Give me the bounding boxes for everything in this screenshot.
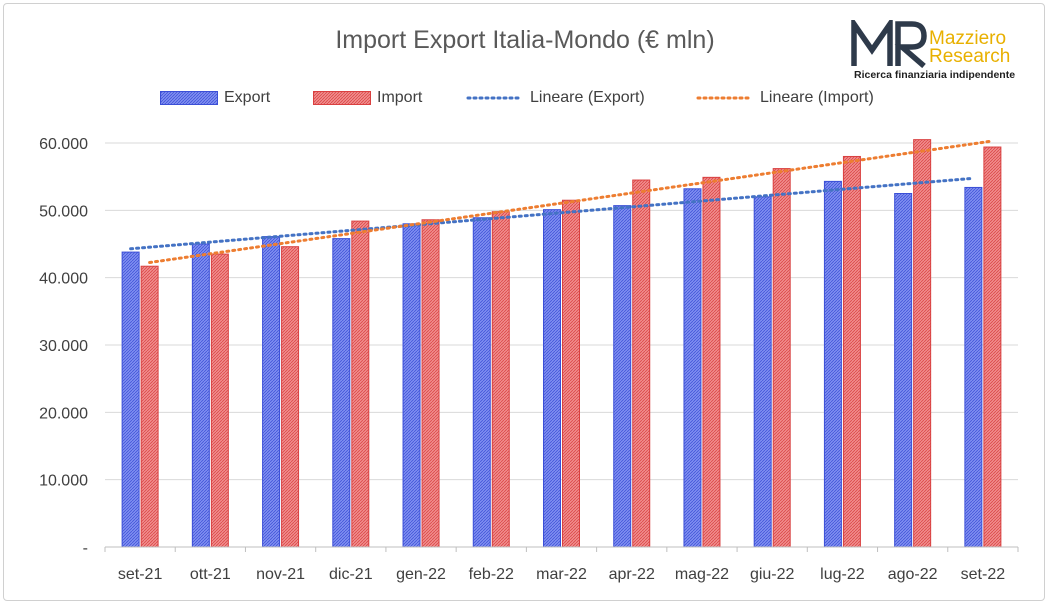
legend-swatch-export bbox=[160, 91, 218, 105]
brand-logo: Mazziero Research Ricerca finanziaria in… bbox=[850, 20, 1030, 84]
chart-title: Import Export Italia-Mondo (€ mln) bbox=[335, 26, 715, 54]
legend-line-trend-import bbox=[696, 96, 754, 100]
chart-legend: Export Import Lineare (Export) Lineare (… bbox=[0, 86, 1050, 110]
brand-name-line1: Mazziero bbox=[929, 28, 1007, 49]
brand-name-line2: Research bbox=[929, 46, 1011, 67]
legend-item-trend-import: Lineare (Import) bbox=[696, 86, 874, 110]
brand-tagline: Ricerca finanziaria indipendente bbox=[854, 69, 1016, 81]
legend-item-import: Import bbox=[313, 86, 422, 110]
legend-line-trend-export bbox=[466, 96, 524, 100]
legend-label-trend-import: Lineare (Import) bbox=[760, 89, 874, 106]
mr-monogram-icon bbox=[851, 20, 927, 68]
legend-label-trend-export: Lineare (Export) bbox=[530, 89, 645, 106]
legend-label-import: Import bbox=[377, 89, 423, 106]
legend-swatch-import bbox=[313, 91, 371, 105]
legend-label-export: Export bbox=[224, 89, 271, 106]
legend-item-trend-export: Lineare (Export) bbox=[466, 86, 645, 110]
legend-item-export: Export bbox=[160, 86, 270, 110]
